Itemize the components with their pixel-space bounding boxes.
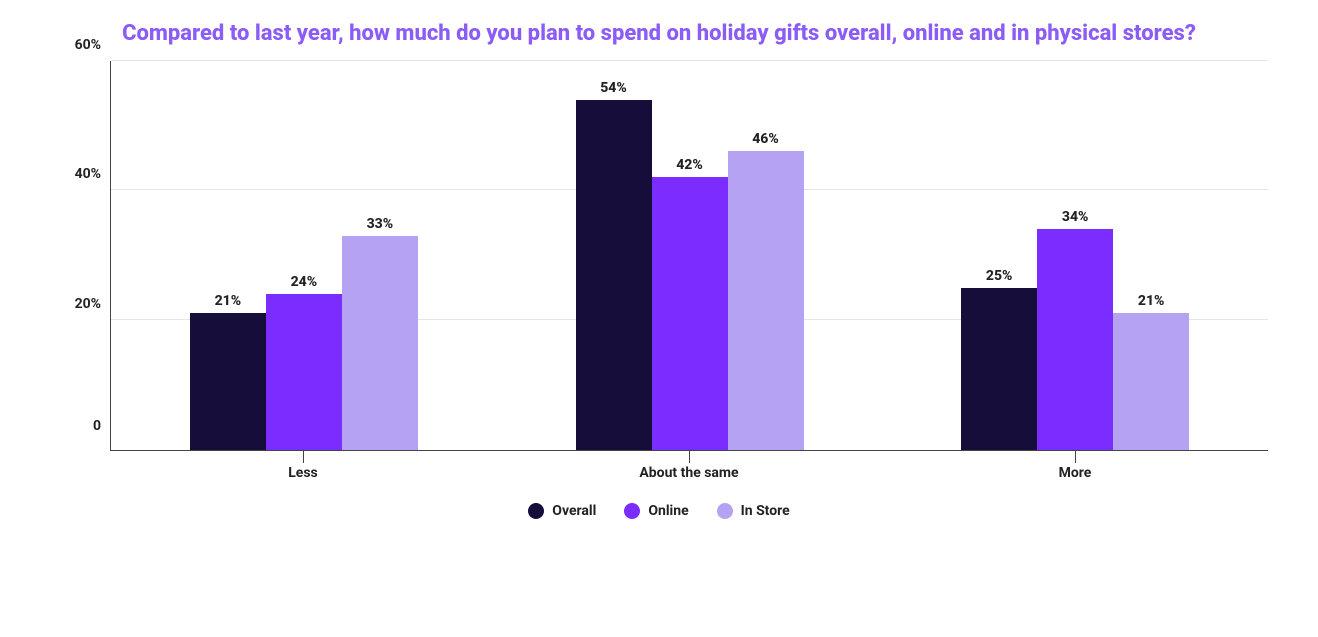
legend-swatch-icon [624,503,640,519]
bar-group-inner: 25%34%21% [961,61,1189,450]
legend-item: In Store [717,503,790,519]
bar-group-inner: 54%42%46% [576,61,804,450]
chart-container: Compared to last year, how much do you p… [0,0,1318,637]
category-tick-mark [689,451,690,463]
bar: 25% [961,288,1037,450]
bar-group: 54%42%46% [497,61,883,450]
legend-label: In Store [741,503,790,519]
bar: 21% [190,313,266,449]
y-tick-label: 40% [75,166,111,182]
legend-label: Overall [552,503,596,519]
chart-legend: Overall Online In Store [40,503,1278,519]
category-tick-mark [1075,451,1076,463]
category-label: Less [288,465,318,481]
bar-value-label: 24% [291,274,318,294]
bar-value-label: 42% [676,157,703,177]
legend-swatch-icon [528,503,544,519]
category-label: About the same [639,465,738,481]
y-tick-label: 60% [75,37,111,53]
bar: 42% [652,177,728,449]
bar-group: 25%34%21% [882,61,1268,450]
bar-value-label: 33% [367,216,394,236]
bar-group-inner: 21%24%33% [190,61,418,450]
bar: 46% [728,151,804,449]
category-tick: About the same [496,451,882,491]
category-tick-mark [303,451,304,463]
bar: 24% [266,294,342,450]
bar: 33% [342,236,418,450]
bar-group: 21%24%33% [111,61,497,450]
chart-plot: 020%40%60%21%24%33%54%42%46%25%34%21% Le… [40,61,1278,491]
bar-value-label: 25% [986,268,1013,288]
bar-value-label: 54% [600,80,627,100]
plot-area: 020%40%60%21%24%33%54%42%46%25%34%21% [110,61,1268,451]
bar-value-label: 46% [752,131,779,151]
category-label: More [1059,465,1092,481]
legend-swatch-icon [717,503,733,519]
bar-groups: 21%24%33%54%42%46%25%34%21% [111,61,1268,450]
y-tick-label: 20% [75,296,111,312]
bar-value-label: 34% [1062,209,1089,229]
bar-value-label: 21% [215,293,242,313]
chart-title: Compared to last year, how much do you p… [109,20,1209,49]
bar-value-label: 21% [1138,293,1165,313]
legend-label: Online [648,503,688,519]
legend-item: Online [624,503,688,519]
category-axis: Less About the same More [110,451,1268,491]
legend-item: Overall [528,503,596,519]
category-tick: Less [110,451,496,491]
bar: 34% [1037,229,1113,449]
category-tick: More [882,451,1268,491]
bar: 54% [576,100,652,450]
bar: 21% [1113,313,1189,449]
y-tick-label: 0 [93,418,111,434]
